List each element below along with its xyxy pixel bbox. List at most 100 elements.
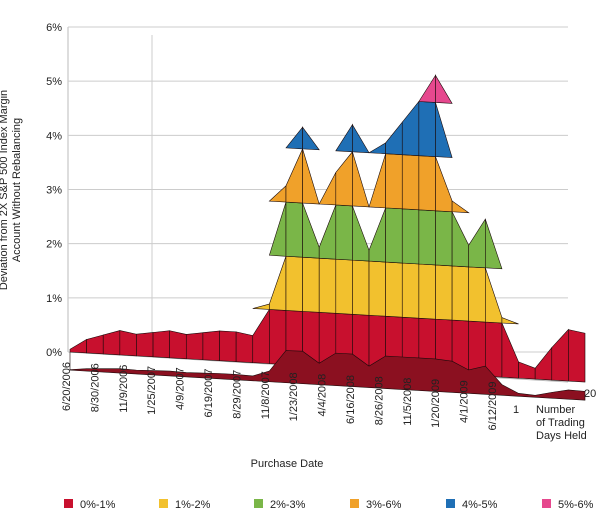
surface-band-cell (485, 219, 503, 270)
y-axis-label: Deviation from 2X S&P 500 Index MarginAc… (0, 90, 23, 290)
legend-label: 0%-1% (80, 499, 116, 511)
surface-band-cell (352, 205, 370, 262)
legend-label: 5%-6% (558, 499, 594, 511)
surface-band-cell (318, 204, 337, 260)
surface-band-cell (352, 259, 370, 316)
legend-swatch (542, 499, 551, 508)
legend-swatch (159, 499, 168, 508)
x-tick-label: 6/19/2007 (203, 369, 215, 418)
surface-band-cell (501, 322, 519, 379)
y-axis-ticks: 0% 1% 2% 3% 4% 5% 6% (46, 22, 62, 359)
surface-band-cell (268, 201, 287, 257)
surface-band-cell (219, 330, 237, 362)
x-tick-label: 11/9/2006 (118, 365, 130, 413)
x-tick-label: 4/9/2007 (175, 367, 187, 410)
surface-band-cell (335, 123, 353, 153)
surface-band-cell (252, 308, 270, 364)
surface-band-cell (318, 172, 337, 206)
surface-band-cell (485, 267, 503, 324)
surface-front-ridge (69, 350, 586, 401)
x-tick-label: 4/4/2008 (317, 374, 329, 417)
surface-band-cell (501, 317, 519, 325)
surface-band-cell (302, 148, 320, 205)
x-axis-label: Purchase Date (251, 458, 324, 470)
surface-band-cell (152, 330, 170, 359)
y-axis-label-line: Deviation from 2X S&P 500 Index Margin (0, 90, 10, 290)
surface-band-cell (102, 330, 121, 356)
surface-band-cell (418, 263, 436, 320)
surface-band-cell (418, 209, 436, 266)
legend-swatch (446, 499, 455, 508)
z-axis-label-line: of Trading (536, 417, 585, 429)
surface-band-cell (468, 218, 486, 269)
surface-band-cell (169, 330, 187, 360)
surface-band-cell (302, 126, 320, 151)
surface-band-cell (352, 151, 370, 208)
surface-band-cell (435, 264, 453, 321)
surface-band-cell (385, 121, 403, 156)
surface-band-cell (451, 211, 470, 268)
x-tick-label: 8/30/2006 (89, 363, 101, 412)
surface-band-cell (86, 334, 104, 355)
x-tick-label: 11/5/2008 (402, 378, 414, 426)
surface-band-cell (136, 332, 154, 358)
surface-band-cell (235, 331, 254, 363)
y-tick-label: 0% (46, 347, 62, 359)
surface-band-cell (418, 74, 436, 103)
surface-plot (69, 74, 586, 401)
surface-band-cell (302, 202, 320, 259)
x-tick-label: 8/26/2008 (373, 376, 385, 425)
x-tick-label: 1/25/2007 (146, 366, 158, 415)
surface-band-cell (368, 153, 386, 209)
surface-band-cell (368, 207, 386, 263)
surface-band-cell (435, 210, 453, 267)
surface-band-cell (285, 148, 303, 204)
x-tick-label: 4/1/2009 (459, 380, 471, 423)
legend-swatch (254, 499, 263, 508)
legend-label: 1%-2% (175, 499, 211, 511)
y-axis-label-line: Account Without Rebalancing (11, 118, 23, 262)
surface-band-cell (202, 330, 220, 362)
surface-band-cell (352, 123, 370, 154)
surface-band-cell (418, 101, 436, 157)
surface-band-cell (401, 100, 420, 156)
surface-band-cell (401, 154, 420, 211)
legend-swatch (64, 499, 73, 508)
surface-band-cell (451, 265, 470, 322)
x-tick-label: 6/16/2008 (345, 375, 357, 424)
z-axis-label: Number of Trading Days Held (536, 404, 587, 442)
legend-label: 4%-5% (462, 499, 498, 511)
surface-band-cell (335, 258, 353, 315)
y-tick-label: 5% (46, 76, 62, 88)
surface-band-cell (385, 207, 403, 264)
surface-band-cell (435, 156, 453, 213)
surface-band-cell (302, 256, 320, 313)
legend-label: 2%-3% (270, 499, 306, 511)
surface-band-cell (318, 257, 337, 314)
surface-band-cell (268, 185, 287, 203)
x-tick-label: 6/12/2009 (487, 382, 499, 431)
y-tick-label: 6% (46, 22, 62, 34)
x-tick-label: 1/23/2008 (288, 372, 300, 421)
surface-band-cell (368, 260, 386, 317)
surface-band-cell (435, 74, 453, 104)
surface-band-cell (285, 126, 303, 150)
surface-band-cell (401, 208, 420, 265)
z-axis-label-line: Number (536, 404, 575, 416)
y-tick-label: 3% (46, 185, 62, 197)
x-axis-ticks: 6/20/2006 8/30/2006 11/9/2006 1/25/2007 4/9/… (61, 362, 499, 430)
surface-band-cell (401, 262, 420, 319)
surface-band-cell (518, 361, 536, 380)
legend: 0%-1% 1%-2% 2%-3% 3%-6% 4%-5% 5%-6% (64, 499, 594, 511)
surface-band-cell (252, 303, 270, 310)
surface-band-cell (385, 153, 403, 210)
y-tick-label: 4% (46, 130, 62, 142)
surface-band-cell (335, 204, 353, 261)
x-tick-label: 11/8/2007 (260, 371, 272, 419)
surface-band-cell (285, 255, 303, 312)
surface-band-cell (385, 261, 403, 318)
z-axis-label-line: Days Held (536, 430, 587, 442)
surface-band-cell (69, 338, 87, 354)
z-tick-label: 20 (584, 388, 596, 400)
y-tick-label: 2% (46, 239, 62, 251)
